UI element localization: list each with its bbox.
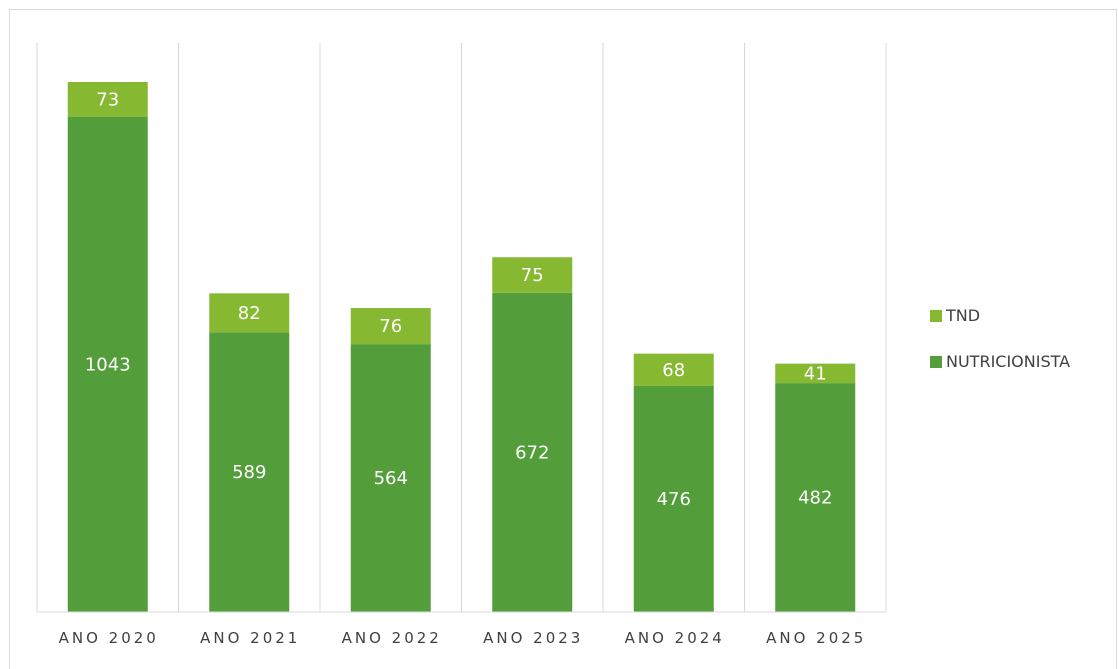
category-separators	[36, 43, 887, 612]
chart-frame	[9, 9, 1117, 669]
data-label-nutricionista: 1043	[85, 354, 131, 375]
bar-tnd	[209, 293, 290, 333]
legend: TND NUTRICIONISTA	[930, 306, 1070, 371]
bar-tnd	[67, 82, 148, 117]
bar-nutricionista	[67, 116, 148, 612]
bar-nutricionista	[492, 292, 573, 612]
data-label-nutricionista: 564	[374, 468, 408, 489]
bar-nutricionista	[775, 383, 856, 612]
category-label: ANO 2020	[59, 629, 159, 647]
legend-label-tnd: TND	[945, 306, 980, 325]
data-label-tnd: 82	[238, 303, 261, 324]
category-label: ANO 2024	[625, 629, 725, 647]
data-label-tnd: 68	[662, 360, 685, 381]
data-label-tnd: 41	[804, 363, 827, 384]
bar-tnd	[775, 363, 856, 384]
category-labels: ANO 2020 ANO 2021 ANO 2022 ANO 2023 ANO 2024…	[59, 629, 866, 647]
data-label-tnd: 73	[96, 89, 119, 110]
data-label-nutricionista: 482	[798, 488, 832, 509]
category-label: ANO 2022	[342, 629, 442, 647]
category-label: ANO 2021	[200, 629, 300, 647]
category-label: ANO 2023	[483, 629, 583, 647]
legend-swatch-tnd	[930, 310, 942, 322]
bar-nutricionista	[633, 385, 714, 612]
bars-group: 1043 73 589 82 564 76 672 75 476 68 482 41	[67, 82, 856, 612]
data-label-tnd: 75	[521, 265, 544, 286]
bar-nutricionista	[350, 344, 431, 612]
data-label-nutricionista: 589	[232, 462, 266, 483]
bar-tnd	[492, 257, 573, 293]
data-label-tnd: 76	[379, 316, 402, 337]
bar-tnd	[633, 353, 714, 386]
legend-swatch-nutricionista	[930, 356, 942, 368]
bar-nutricionista	[209, 332, 290, 612]
legend-label-nutricionista: NUTRICIONISTA	[946, 352, 1070, 371]
data-label-nutricionista: 672	[515, 442, 549, 463]
bar-tnd	[350, 308, 431, 345]
data-label-nutricionista: 476	[657, 489, 691, 510]
category-label: ANO 2025	[766, 629, 866, 647]
